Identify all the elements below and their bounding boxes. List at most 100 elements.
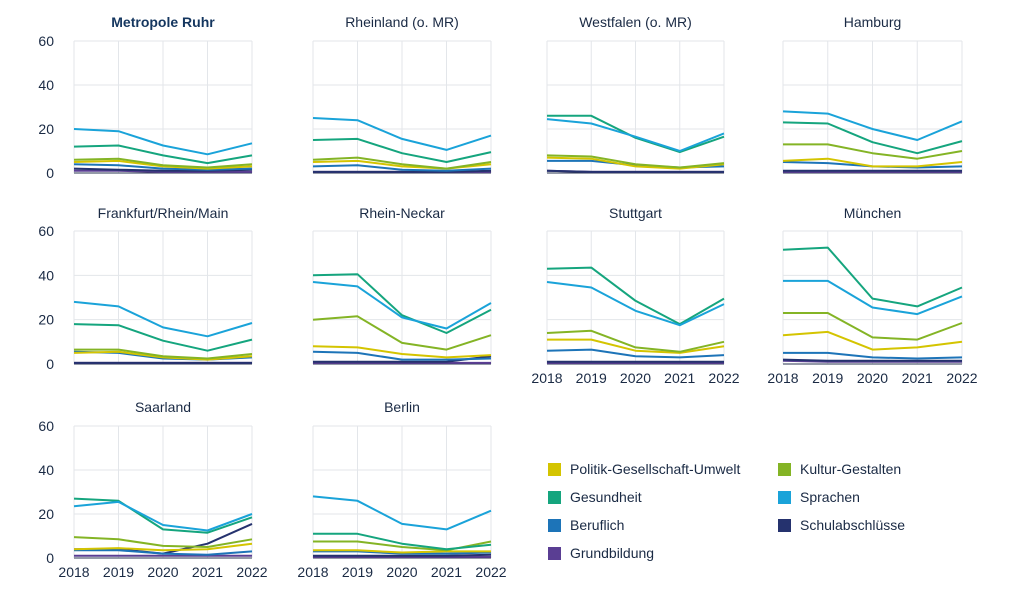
series-line-beruflich bbox=[74, 549, 253, 556]
series-line-gesundheit bbox=[73, 497, 253, 534]
series-line-schulabschlüsse bbox=[73, 167, 253, 172]
legend-item: Kultur-Gestalten bbox=[778, 461, 901, 477]
legend-item: Beruflich bbox=[548, 517, 624, 533]
x-tick-label: 2018 bbox=[531, 370, 562, 386]
y-tick-label: 0 bbox=[46, 165, 54, 181]
series-line-kultur-gestalten bbox=[783, 143, 963, 160]
panel-title: Saarland bbox=[135, 399, 191, 415]
y-tick-label: 20 bbox=[38, 312, 54, 328]
x-tick-label: 2022 bbox=[475, 564, 506, 580]
legend-swatch bbox=[548, 462, 561, 476]
series-line-grundbildung bbox=[74, 169, 252, 173]
series-line-kultur-gestalten bbox=[74, 348, 253, 360]
panel-title: München bbox=[844, 205, 902, 221]
y-tick-label: 20 bbox=[38, 506, 54, 522]
y-tick-label: 40 bbox=[38, 267, 54, 283]
panel-münchen: München 2018 2019 2020 2021 2022 bbox=[767, 205, 977, 386]
y-tick-label: 60 bbox=[38, 33, 54, 49]
legend-item: Grundbildung bbox=[548, 545, 654, 561]
panel-westfalen-o-mr-: Westfalen (o. MR) bbox=[546, 14, 725, 174]
x-tick-label: 2022 bbox=[946, 370, 977, 386]
series-line-beruflich bbox=[312, 164, 492, 172]
panel-title: Stuttgart bbox=[609, 205, 662, 221]
series-line-politik-gesellschaft-umwelt bbox=[546, 156, 725, 170]
x-tick-label: 2021 bbox=[431, 564, 462, 580]
series-line-sprachen bbox=[782, 110, 963, 141]
x-tick-label: 2021 bbox=[902, 370, 933, 386]
series-line-gesundheit bbox=[547, 114, 725, 154]
series-line-beruflich bbox=[312, 350, 492, 361]
x-tick-label: 2020 bbox=[386, 564, 417, 580]
legend-label: Gesundheit bbox=[570, 489, 642, 505]
legend-swatch bbox=[548, 490, 561, 504]
series-line-politik-gesellschaft-umwelt bbox=[782, 330, 963, 351]
y-tick-label: 40 bbox=[38, 77, 54, 93]
series-line-schulabschlüsse bbox=[313, 553, 492, 557]
y-tick-label: 0 bbox=[46, 356, 54, 372]
panel-saarland: Saarland 0 20 40 60 2018 2019 2020 2021 2022 bbox=[38, 399, 267, 580]
series-line-gesundheit bbox=[73, 144, 253, 165]
legend-item: Schulabschlüsse bbox=[778, 517, 905, 533]
series-line-gesundheit bbox=[313, 532, 492, 551]
series-line-sprachen bbox=[783, 279, 963, 316]
legend-item: Sprachen bbox=[778, 489, 860, 505]
series-line-kultur-gestalten bbox=[312, 156, 492, 170]
legend-item: Politik-Gesellschaft-Umwelt bbox=[548, 461, 740, 477]
series-line-beruflich bbox=[73, 163, 253, 171]
series-line-sprachen bbox=[73, 500, 253, 532]
legend-swatch bbox=[548, 546, 561, 560]
legend-label: Beruflich bbox=[570, 517, 625, 533]
series-line-politik-gesellschaft-umwelt bbox=[312, 345, 492, 359]
panel-metropole-ruhr: Metropole Ruhr 0 20 40 60 bbox=[38, 14, 253, 181]
x-tick-label: 2018 bbox=[767, 370, 798, 386]
series-line-schulabschlüsse bbox=[313, 169, 492, 173]
x-tick-label: 2021 bbox=[664, 370, 695, 386]
series-line-politik-gesellschaft-umwelt bbox=[547, 338, 725, 354]
x-tick-label: 2022 bbox=[708, 370, 739, 386]
x-tick-label: 2018 bbox=[297, 564, 328, 580]
legend-swatch bbox=[548, 518, 561, 532]
legend-swatch bbox=[778, 518, 791, 532]
series-line-politik-gesellschaft-umwelt bbox=[782, 157, 963, 168]
series-line-sprachen bbox=[546, 118, 725, 152]
series-line-sprachen bbox=[546, 281, 725, 327]
series-line-politik-gesellschaft-umwelt bbox=[73, 350, 253, 361]
panel-title: Westfalen (o. MR) bbox=[579, 14, 692, 30]
panel-hamburg: Hamburg bbox=[782, 14, 963, 174]
y-tick-label: 20 bbox=[38, 121, 54, 137]
x-tick-label: 2019 bbox=[342, 564, 373, 580]
x-tick-label: 2019 bbox=[576, 370, 607, 386]
series-line-sprachen bbox=[312, 281, 492, 330]
series-line-politik-gesellschaft-umwelt bbox=[73, 159, 253, 170]
series-line-kultur-gestalten bbox=[73, 157, 253, 169]
series-line-kultur-gestalten bbox=[546, 154, 725, 169]
panel-berlin: Berlin 2018 2019 2020 2021 2022 bbox=[297, 399, 506, 580]
legend-item: Gesundheit bbox=[548, 489, 642, 505]
series-line-gesundheit bbox=[312, 137, 492, 163]
y-tick-label: 60 bbox=[38, 418, 54, 434]
x-tick-label: 2020 bbox=[620, 370, 651, 386]
panel-title: Frankfurt/Rhein/Main bbox=[98, 205, 229, 221]
series-line-beruflich bbox=[783, 351, 963, 360]
series-line-kultur-gestalten bbox=[73, 536, 253, 548]
series-line-kultur-gestalten bbox=[783, 312, 963, 341]
series-line-grundbildung bbox=[782, 359, 962, 363]
series-line-beruflich bbox=[313, 550, 492, 555]
legend-label: Grundbildung bbox=[570, 545, 655, 561]
panel-rheinland-o-mr-: Rheinland (o. MR) bbox=[312, 14, 492, 174]
x-tick-label: 2019 bbox=[812, 370, 843, 386]
legend-label: Sprachen bbox=[800, 489, 860, 505]
series-line-schulabschlüsse bbox=[546, 169, 724, 173]
x-tick-label: 2018 bbox=[58, 564, 89, 580]
legend-swatch bbox=[778, 462, 791, 476]
panel-title: Rhein-Neckar bbox=[359, 205, 445, 221]
panel-rhein-neckar: Rhein-Neckar bbox=[312, 205, 492, 365]
legend-label: Politik-Gesellschaft-Umwelt bbox=[570, 461, 741, 477]
series-line-gesundheit bbox=[546, 266, 725, 326]
series-line-politik-gesellschaft-umwelt bbox=[313, 549, 491, 554]
x-tick-label: 2022 bbox=[236, 564, 267, 580]
y-tick-label: 60 bbox=[38, 223, 54, 239]
series-line-gesundheit bbox=[782, 121, 963, 155]
series-line-beruflich bbox=[546, 348, 725, 359]
series-line-kultur-gestalten bbox=[312, 315, 492, 351]
